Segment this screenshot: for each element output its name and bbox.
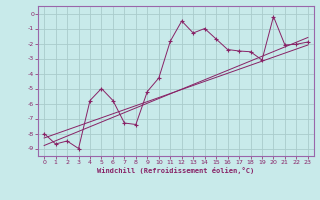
X-axis label: Windchill (Refroidissement éolien,°C): Windchill (Refroidissement éolien,°C): [97, 167, 255, 174]
